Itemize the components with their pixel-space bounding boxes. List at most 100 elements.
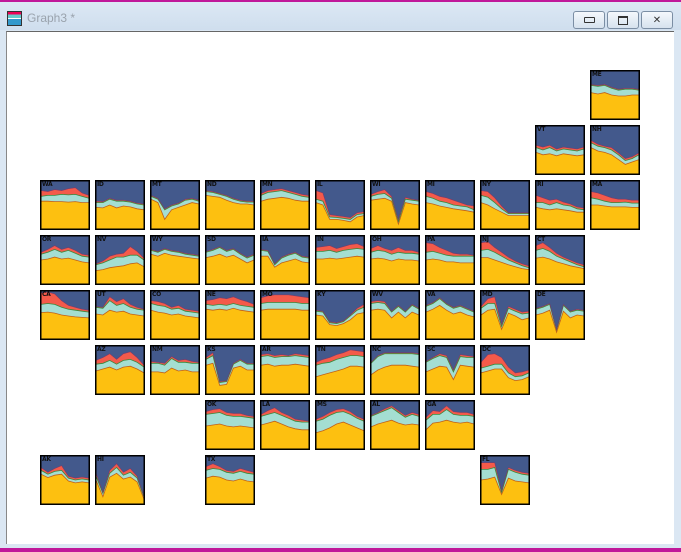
state-tile-mn: MN: [260, 180, 310, 230]
base-layer-area: [96, 262, 144, 284]
minimize-button[interactable]: [573, 11, 605, 29]
state-tile-ks: KS: [205, 345, 255, 395]
base-layer-line: [425, 258, 474, 264]
minimize-icon: [583, 17, 595, 23]
state-tile-wv: WV: [370, 290, 420, 340]
base-layer-line: [535, 256, 585, 269]
base-layer-area: [481, 309, 529, 339]
top-layer-line: [205, 296, 255, 305]
tile-border: [315, 180, 365, 230]
middle-layer-line: [590, 197, 639, 204]
top-layer-area: [96, 463, 144, 498]
state-label: AL: [372, 401, 380, 408]
base-layer-line: [480, 476, 530, 496]
middle-layer-line: [480, 303, 530, 328]
state-tile-me: ME: [590, 70, 640, 120]
state-tile-id: ID: [95, 180, 145, 230]
state-label: PA: [427, 236, 435, 243]
graph-app-icon[interactable]: [7, 11, 22, 26]
base-layer-line: [260, 420, 309, 431]
middle-layer-area: [261, 355, 309, 367]
middle-layer-area: [426, 251, 474, 263]
tile-border: [315, 235, 365, 285]
middle-layer-line: [590, 84, 640, 91]
state-label: NC: [372, 346, 381, 353]
tile-border: [260, 400, 310, 450]
middle-layer-line: [315, 355, 365, 366]
top-layer-line: [260, 294, 310, 298]
base-layer-line: [95, 309, 145, 317]
base-layer-line: [260, 308, 309, 311]
state-label: ID: [97, 181, 104, 188]
base-layer-area: [316, 312, 364, 339]
base-layer-area: [206, 195, 254, 229]
tile-border: [95, 345, 145, 395]
tile-border: [590, 125, 640, 175]
graph-area[interactable]: ME VT NH WA ID MT ND MN IL WI MI NY RI MA OR NV WY SD IA IN…: [6, 31, 674, 544]
middle-layer-area: [371, 353, 419, 375]
top-layer-line: [370, 405, 420, 416]
base-layer-area: [206, 308, 254, 339]
top-layer-line: [150, 248, 200, 256]
window-title: Graph3 *: [27, 11, 76, 25]
state-tile-in: IN: [315, 235, 365, 285]
top-layer-line: [481, 462, 530, 492]
top-layer-line: [95, 197, 145, 205]
base-layer-area: [481, 477, 529, 504]
base-layer-line: [316, 255, 365, 260]
top-layer-area: [261, 188, 309, 198]
state-label: OK: [207, 401, 217, 408]
tile-border: [370, 235, 420, 285]
base-layer-area: [41, 201, 89, 229]
base-layer-line: [590, 92, 639, 97]
middle-layer-line: [40, 193, 90, 199]
middle-layer-line: [370, 249, 420, 255]
base-layer-area: [371, 420, 419, 449]
base-layer-area: [316, 202, 364, 229]
maximize-button[interactable]: [607, 11, 639, 29]
base-layer-line: [535, 207, 584, 213]
top-layer-line: [480, 241, 530, 267]
base-layer-line: [95, 204, 145, 211]
state-tile-ga: GA: [425, 400, 475, 450]
tile-border: [95, 235, 145, 285]
state-tile-de: DE: [535, 290, 585, 340]
state-label: WV: [372, 291, 383, 298]
middle-layer-area: [481, 303, 529, 330]
top-layer-area: [151, 300, 199, 314]
middle-layer-line: [151, 358, 199, 366]
state-tile-or: OR: [40, 235, 90, 285]
base-layer-line: [425, 202, 475, 213]
state-label: WI: [372, 181, 381, 188]
tile-border: [260, 345, 310, 395]
top-layer-area: [481, 353, 529, 377]
title-bar[interactable]: Graph3 * ✕: [0, 2, 681, 30]
state-label: NY: [482, 181, 491, 188]
middle-layer-area: [316, 307, 364, 326]
state-tile-wi: WI: [370, 180, 420, 230]
tile-border: [40, 235, 90, 285]
middle-layer-line: [370, 353, 420, 364]
middle-layer-area: [536, 248, 584, 269]
state-tile-ri: RI: [535, 180, 585, 230]
state-label: HI: [97, 456, 104, 463]
top-layer-area: [261, 353, 309, 358]
top-layer-line: [590, 84, 640, 90]
top-layer-area: [96, 246, 144, 265]
state-tile-il: IL: [315, 180, 365, 230]
state-tile-ms: MS: [315, 400, 365, 450]
middle-layer-area: [96, 300, 144, 316]
close-button[interactable]: ✕: [641, 11, 673, 29]
middle-layer-area: [591, 142, 639, 165]
middle-layer-line: [260, 302, 309, 304]
base-layer-line: [480, 368, 530, 382]
middle-layer-line: [40, 469, 90, 481]
state-tile-ut: UT: [95, 290, 145, 340]
state-label: IN: [317, 236, 324, 243]
base-layer-area: [261, 309, 309, 339]
top-layer-line: [260, 188, 310, 196]
tile-border: [590, 180, 640, 230]
top-layer-line: [205, 408, 255, 417]
tile-border: [260, 180, 310, 230]
top-layer-area: [41, 245, 89, 258]
